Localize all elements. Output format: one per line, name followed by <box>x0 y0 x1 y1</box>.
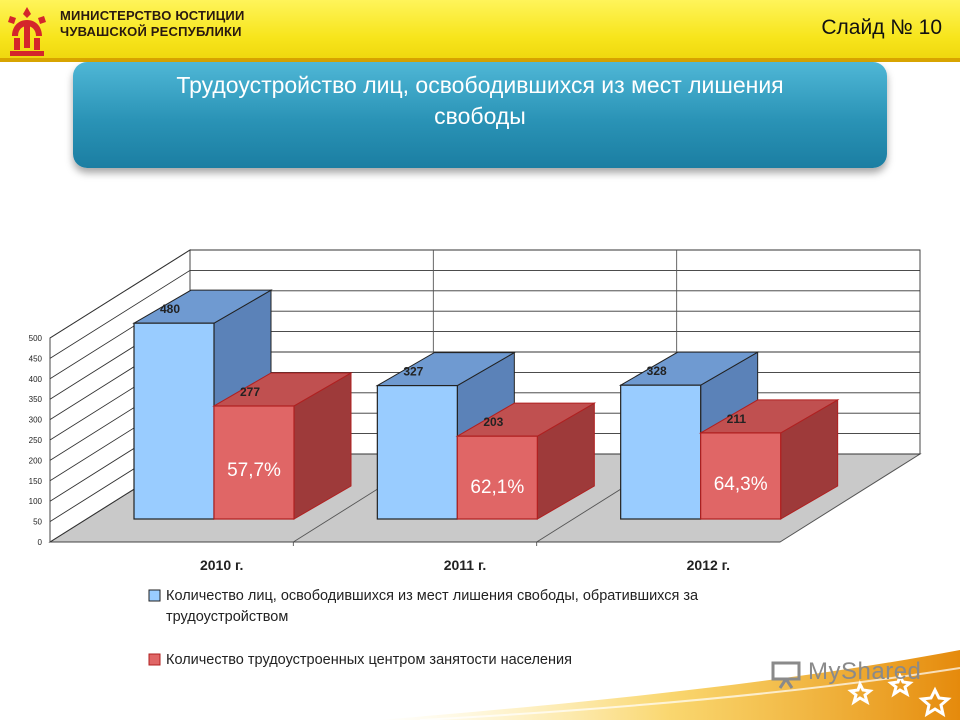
ministry-name-line-1: МИНИСТЕРСТВО ЮСТИЦИИ <box>60 8 245 23</box>
bar-value-label: 327 <box>403 365 423 379</box>
header-divider <box>0 58 960 62</box>
y-tick-label: 500 <box>29 334 43 343</box>
chuvash-emblem-icon <box>8 7 46 56</box>
bar-value-label: 328 <box>647 364 667 378</box>
x-category-label: 2010 г. <box>200 557 243 573</box>
ministry-name-line-2: ЧУВАШСКОЙ РЕСПУБЛИКИ <box>60 24 242 39</box>
y-tick-label: 50 <box>33 518 42 527</box>
x-category-label: 2012 г. <box>687 557 730 573</box>
slide-title-line-2: свободы <box>434 103 526 129</box>
presentation-board-icon <box>771 661 801 689</box>
percent-label: 64,3% <box>714 474 768 495</box>
bar-employed <box>698 399 840 520</box>
y-tick-label: 150 <box>29 477 43 486</box>
y-tick-label: 400 <box>29 375 43 384</box>
bar-value-label: 203 <box>483 415 503 429</box>
legend-swatch <box>148 589 161 602</box>
y-tick-label: 450 <box>29 354 43 363</box>
watermark-text: MyShared <box>808 658 922 685</box>
bar-employed <box>455 402 597 520</box>
percent-label: 62,1% <box>470 477 524 498</box>
chart-legend <box>148 589 161 666</box>
x-category-label: 2011 г. <box>444 557 487 573</box>
y-tick-label: 350 <box>29 395 43 404</box>
y-tick-label: 250 <box>29 436 43 445</box>
bar-front-face <box>620 384 702 520</box>
bar-front-face <box>376 384 458 520</box>
legend-swatch <box>148 653 161 666</box>
legend-label: Количество лиц, освободившихся из мест л… <box>166 588 699 604</box>
bar-value-label: 277 <box>240 385 260 399</box>
slide-title: Трудоустройство лиц, освободившихся из м… <box>73 70 887 132</box>
y-tick-label: 300 <box>29 416 43 425</box>
y-tick-label: 100 <box>29 497 43 506</box>
header-bar: МИНИСТЕРСТВО ЮСТИЦИИ ЧУВАШСКОЙ РЕСПУБЛИК… <box>0 0 960 62</box>
legend-label: трудоустройством <box>166 609 288 625</box>
legend-label: Количество трудоустроенных центром занят… <box>166 652 572 668</box>
bar-value-label: 480 <box>160 302 180 316</box>
bar-front-face <box>700 432 782 520</box>
bar-front-face <box>456 435 538 520</box>
slide-number: Слайд № 10 <box>821 16 942 39</box>
bar-front-face <box>213 405 295 520</box>
title-banner: Трудоустройство лиц, освободившихся из м… <box>73 62 887 168</box>
y-tick-label: 200 <box>29 456 43 465</box>
bar-front-face <box>133 322 215 520</box>
slide-title-line-1: Трудоустройство лиц, освободившихся из м… <box>176 72 784 98</box>
bar-value-label: 211 <box>727 412 747 426</box>
bar-employed <box>212 372 353 520</box>
percent-label: 57,7% <box>227 460 281 481</box>
decorative-star-icon <box>847 672 952 718</box>
watermark: MyShared <box>770 656 930 690</box>
y-tick-label: 0 <box>38 538 43 547</box>
